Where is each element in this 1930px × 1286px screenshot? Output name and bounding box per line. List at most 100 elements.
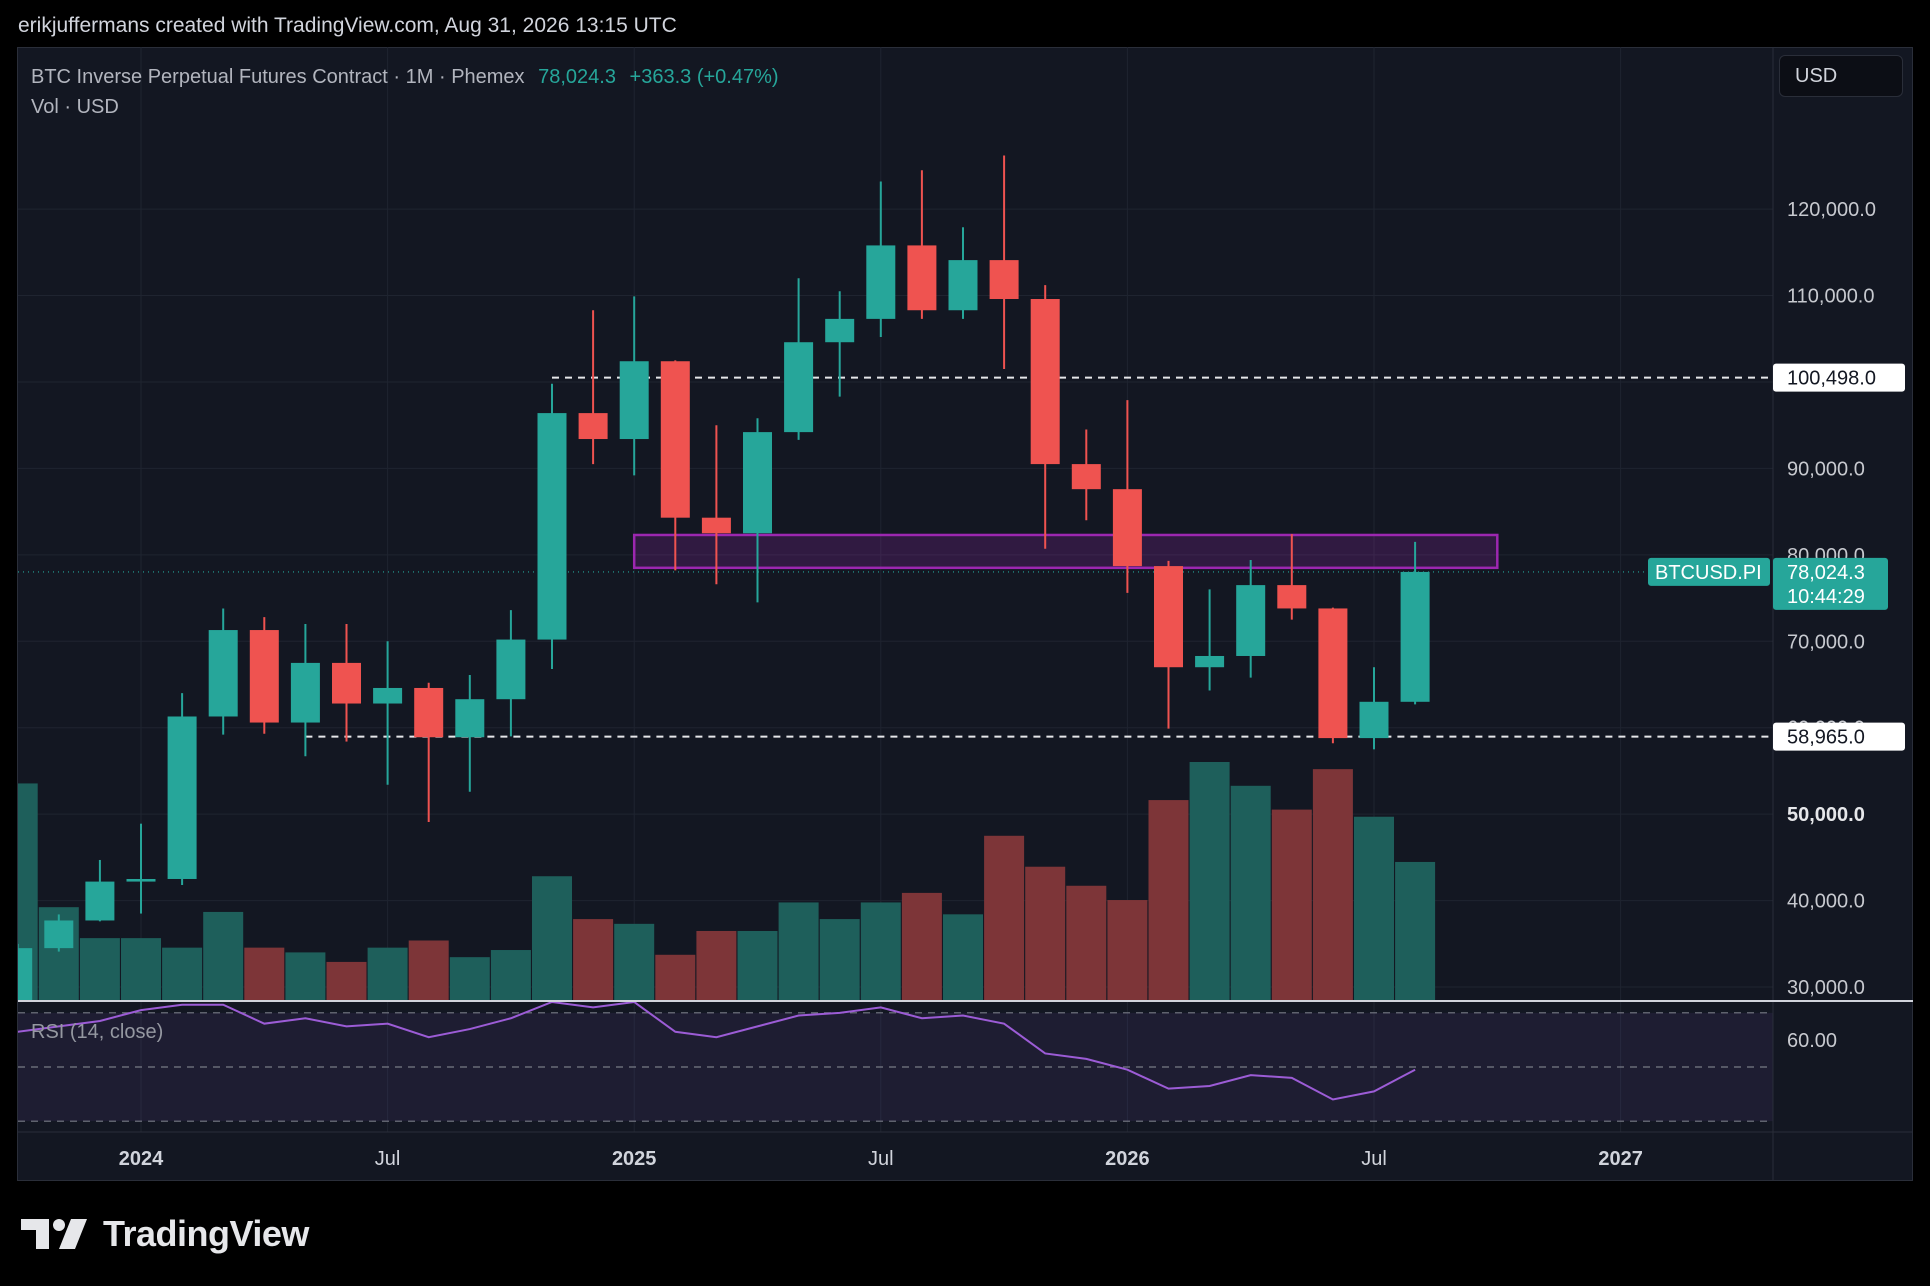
symbol-name: BTC Inverse Perpetual Futures Contract [31, 66, 388, 88]
candle [167, 693, 197, 886]
last-price-tag [1773, 557, 1888, 610]
candle-body [167, 716, 197, 879]
volume-bar [1066, 885, 1107, 1000]
candle [373, 641, 403, 785]
candle [44, 914, 74, 952]
volume-bar [367, 947, 408, 1000]
rsi-legend[interactable]: RSI (14, close) [31, 1021, 164, 1043]
tradingview-wordmark: TradingView [103, 1213, 309, 1254]
last-price-label: 78,024.3 [1787, 562, 1865, 584]
countdown-label: 10:44:29 [1787, 586, 1865, 608]
volume-bar [1312, 769, 1353, 1000]
volume-bar [573, 919, 614, 1000]
price-tick-label: 40,000.0 [1787, 891, 1865, 913]
candle [455, 675, 485, 792]
level-price-label: 100,498.0 [1787, 368, 1876, 390]
candle [1112, 400, 1142, 593]
candle-body [1030, 299, 1060, 465]
candle-body [825, 318, 855, 343]
candle-body [1318, 608, 1348, 739]
candle-body [1154, 566, 1183, 668]
volume-bar [984, 835, 1025, 1000]
volume-bar [778, 902, 819, 1000]
volume-bar [737, 930, 778, 1000]
candle-body [784, 342, 814, 433]
candle [126, 823, 156, 914]
volume-bar [79, 938, 120, 1000]
volume-legend[interactable]: Vol · USD [31, 96, 119, 118]
candle [866, 181, 896, 338]
candle [1195, 589, 1225, 691]
volume-bar [1230, 785, 1271, 1000]
candle [1154, 560, 1183, 729]
candle [414, 682, 444, 822]
candle-body [18, 948, 33, 1000]
candle [784, 278, 814, 440]
volume-bar [655, 954, 696, 1000]
candle [825, 291, 855, 397]
volume-bar [326, 961, 367, 1000]
candle-body [249, 630, 279, 723]
candle [660, 360, 690, 571]
candle [208, 608, 238, 735]
volume-bar [490, 950, 531, 1000]
candle [496, 610, 526, 737]
candle [1400, 541, 1430, 705]
candle-body [866, 245, 896, 319]
candle [1318, 607, 1348, 744]
candle-body [578, 413, 608, 440]
exchange-label: Phemex [451, 66, 525, 88]
volume-bar [121, 938, 161, 1000]
price-tick-label: 120,000.0 [1787, 199, 1876, 221]
candle [1359, 667, 1389, 750]
candle-body [85, 881, 115, 921]
candle-body [1236, 585, 1266, 656]
rsi-line [18, 1002, 1416, 1101]
rsi-tick-label: 60.00 [1787, 1030, 1837, 1052]
volume-bar [860, 902, 901, 1000]
candle-body [290, 662, 320, 723]
candle [619, 296, 649, 476]
volume-bar [1025, 866, 1066, 1000]
candle [578, 310, 608, 465]
volume-bar [1148, 800, 1189, 1000]
candle [989, 155, 1019, 370]
time-tick-label: Jul [868, 1148, 894, 1170]
candle-body [989, 260, 1019, 300]
volume-bar [696, 930, 737, 1000]
rsi-pane [18, 1002, 1773, 1122]
candle-body [743, 432, 772, 534]
price-axis: 120,000.0110,000.0100,000.090,000.080,00… [18, 47, 1913, 1180]
candle-body [455, 699, 485, 738]
candle-body [373, 687, 403, 704]
time-tick-label: 2027 [1598, 1148, 1643, 1170]
candle [948, 227, 978, 319]
volume-bar [1354, 816, 1394, 1000]
chart-attribution: erikjuffermans created with TradingView.… [18, 14, 677, 37]
volume-bar [1395, 861, 1436, 1000]
candle [743, 418, 772, 603]
candle-body [948, 260, 978, 311]
candle-body [619, 361, 649, 440]
candle-body [496, 639, 526, 700]
candle-body [1195, 655, 1225, 668]
time-tick-label: 2026 [1105, 1148, 1150, 1170]
level-price-tag [1773, 722, 1905, 751]
symbol-legend[interactable]: BTC Inverse Perpetual Futures Contract ·… [31, 66, 779, 88]
time-tick-label: 2024 [119, 1148, 164, 1170]
candle-body [1277, 585, 1307, 609]
volume-bar [614, 923, 655, 1000]
resistance-zone [632, 533, 1499, 570]
candle-body [126, 878, 156, 882]
candle-body [44, 920, 74, 949]
candle-body [537, 413, 567, 640]
currency-button[interactable]: USD [1779, 55, 1903, 97]
volume-bar [819, 919, 860, 1000]
symbol-tag-label: BTCUSD.PI [1655, 562, 1762, 584]
price-tick-label: 30,000.0 [1787, 977, 1865, 999]
candle-body [414, 687, 444, 738]
candle [249, 617, 279, 734]
candle-body [907, 245, 937, 311]
candle [1277, 534, 1307, 620]
